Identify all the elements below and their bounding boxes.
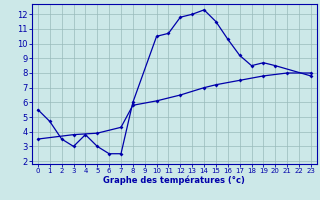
X-axis label: Graphe des températures (°c): Graphe des températures (°c): [103, 176, 245, 185]
